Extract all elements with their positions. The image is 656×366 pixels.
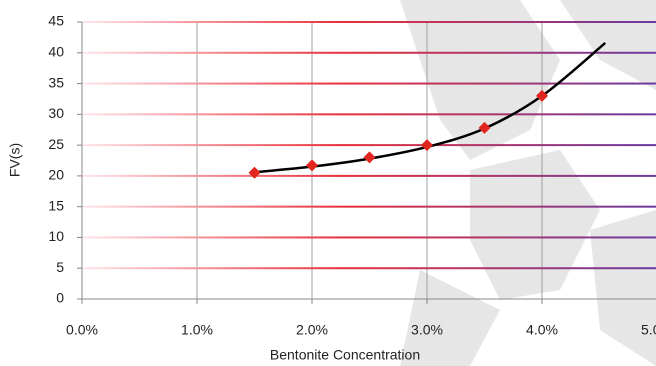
x-axis-title: Bentonite Concentration [270, 347, 420, 363]
x-tick-label: 4.0% [526, 322, 558, 338]
x-tick-label: 0.0% [66, 322, 98, 338]
data-point [421, 139, 433, 152]
watermark [400, 0, 656, 366]
y-tick-label: 40 [48, 43, 64, 59]
y-tick-label: 0 [56, 290, 64, 306]
y-tick-label: 5 [56, 259, 64, 275]
grid-line [82, 144, 656, 147]
grid-line [82, 174, 656, 177]
y-tick-label: 20 [48, 167, 64, 183]
x-tick-label: 5.0% [641, 322, 656, 338]
y-axis-title: FV(s) [7, 143, 23, 177]
y-tick-label: 35 [48, 74, 64, 90]
x-tick-label: 1.0% [181, 322, 213, 338]
data-point [306, 159, 318, 172]
x-tick-label: 2.0% [296, 322, 328, 338]
y-tick-label: 15 [48, 197, 64, 213]
data-point [248, 166, 261, 179]
data-point [363, 151, 376, 164]
grid-line [82, 205, 656, 208]
grid-line [82, 51, 656, 54]
data-point [536, 89, 548, 102]
y-tick-label: 45 [48, 13, 64, 29]
grid-line [82, 267, 656, 270]
grid-line [82, 82, 656, 85]
grid-line [82, 21, 656, 23]
y-tick-label: 10 [48, 228, 64, 244]
grid-line [82, 236, 656, 239]
data-point [478, 121, 491, 134]
y-tick-label: 25 [48, 136, 64, 152]
grid-line [82, 113, 656, 116]
x-tick-label: 3.0% [411, 322, 443, 338]
y-tick-label: 30 [48, 105, 64, 121]
